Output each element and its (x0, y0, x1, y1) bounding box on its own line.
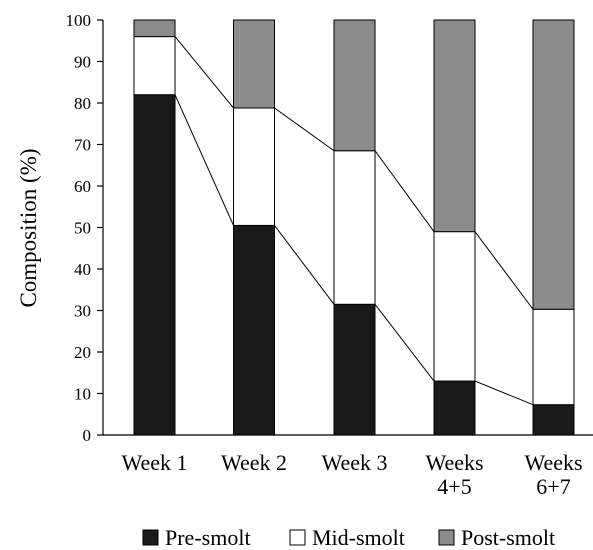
x-tick-label: 6+7 (536, 474, 570, 499)
x-tick-label: Week 2 (221, 450, 287, 475)
bar-segment-post-smolt (233, 19, 275, 109)
y-tick-label: 90 (74, 53, 91, 72)
y-tick-label: 60 (74, 177, 91, 196)
bar-segment-post-smolt (433, 19, 476, 233)
y-tick-label: 50 (74, 219, 91, 238)
connector-line (274, 225, 335, 305)
bar-segment-mid-smolt (133, 36, 176, 96)
connector-line (174, 36, 234, 109)
y-tick-label: 0 (83, 426, 92, 445)
connector-line (174, 94, 234, 226)
connector-line (474, 231, 534, 310)
legend-swatch-post-smolt (438, 529, 455, 546)
y-tick-label: 80 (74, 94, 91, 113)
bar-segment-pre-smolt (532, 404, 575, 436)
x-tick-label: Week 3 (321, 450, 387, 475)
bar-segment-post-smolt (532, 19, 575, 310)
connector-line (274, 107, 335, 152)
legend-swatch-pre-smolt (142, 529, 159, 546)
y-axis-ticks: 0 10 20 30 40 50 60 70 80 90 100 (66, 11, 103, 445)
bar-segment-pre-smolt (233, 224, 275, 436)
legend-label: Post-smolt (461, 525, 555, 550)
bar-segment-pre-smolt (433, 380, 476, 436)
bar-segment-pre-smolt (333, 303, 376, 436)
connector-line (474, 380, 534, 406)
bars-layer (133, 19, 575, 436)
connector-line (374, 150, 435, 232)
bar-segment-mid-smolt (532, 308, 575, 406)
bar-segment-pre-smolt (133, 94, 176, 436)
x-tick-label: Week 1 (121, 450, 187, 475)
connector-line (374, 303, 435, 382)
legend-label: Pre-smolt (165, 525, 251, 550)
bar-segment-mid-smolt (233, 107, 275, 226)
bar-segment-mid-smolt (433, 231, 476, 382)
x-tick-label: Weeks (425, 450, 483, 475)
y-tick-label: 20 (74, 343, 91, 362)
y-axis-title: Composition (%) (16, 148, 41, 307)
x-tick-label: Weeks (524, 450, 582, 475)
y-tick-label: 40 (74, 260, 91, 279)
x-tick-label: 4+5 (437, 474, 471, 499)
plot-area: 0 10 20 30 40 50 60 70 80 90 100 Week 1 Week 2 Week … (66, 11, 593, 499)
bar-segment-post-smolt (333, 19, 376, 152)
y-tick-label: 70 (74, 136, 91, 155)
bar-segment-post-smolt (133, 19, 176, 38)
y-tick-label: 10 (74, 385, 91, 404)
legend: Pre-smolt Mid-smolt Post-smolt (142, 525, 555, 550)
legend-swatch-mid-smolt (289, 529, 306, 546)
y-tick-label: 30 (74, 302, 91, 321)
connector-lines (174, 36, 534, 406)
legend-label: Mid-smolt (312, 525, 405, 550)
bar-segment-mid-smolt (333, 150, 376, 305)
y-tick-label: 100 (66, 11, 92, 30)
